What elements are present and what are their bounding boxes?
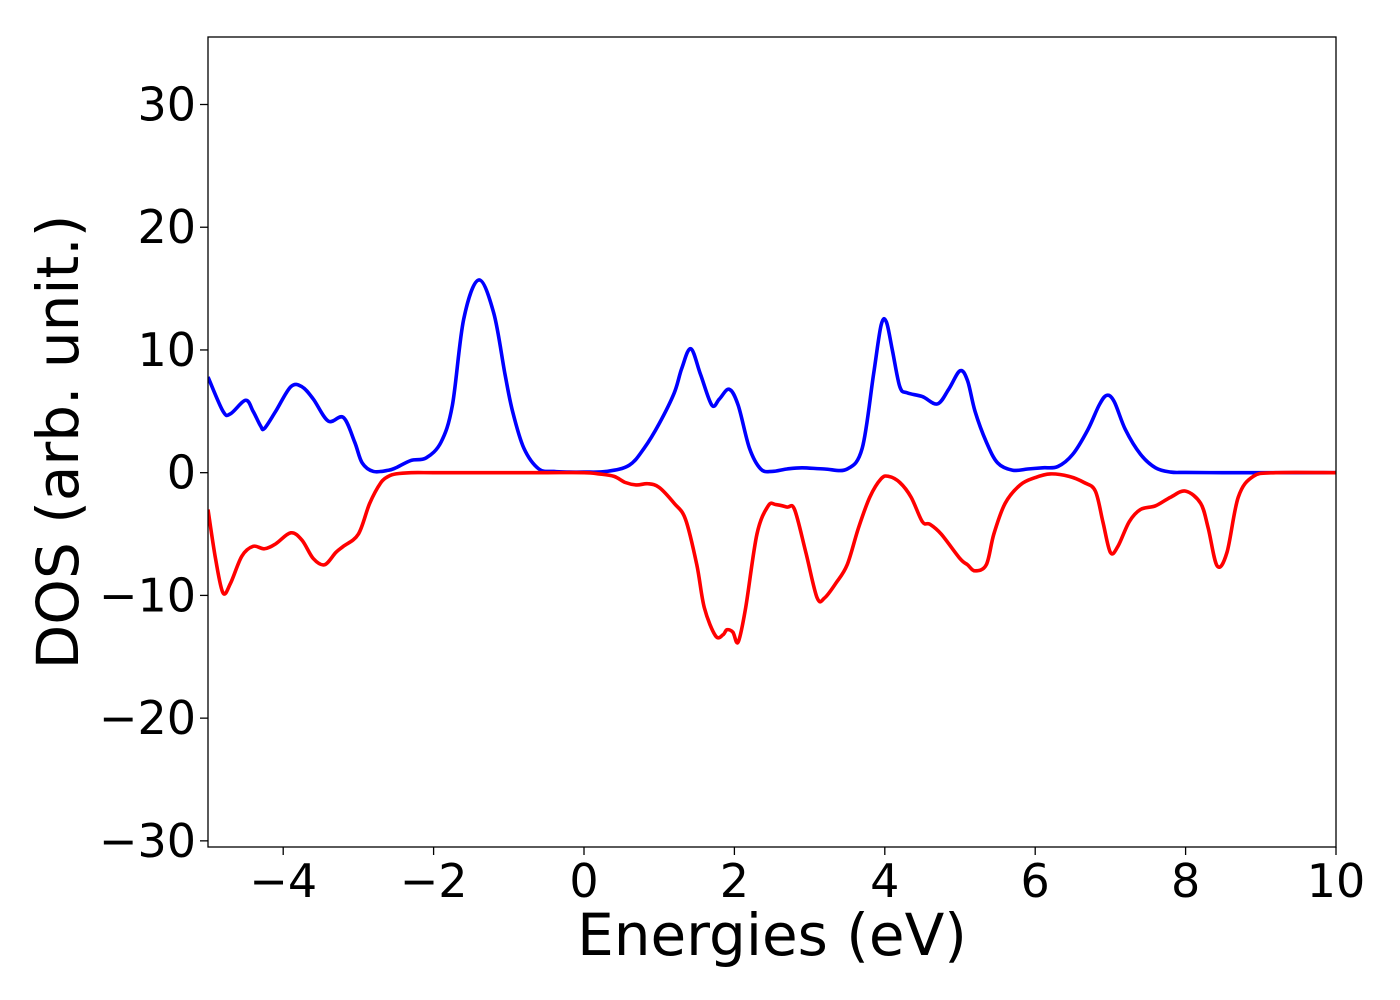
plot-frame bbox=[207, 36, 1337, 848]
y-tick-label: 20 bbox=[137, 200, 196, 254]
series-layer bbox=[208, 278, 1336, 645]
x-tick-label: −4 bbox=[249, 854, 317, 908]
x-tick-label: 8 bbox=[1171, 854, 1200, 908]
x-axis-label: Energies (eV) bbox=[577, 901, 967, 969]
plot-background bbox=[208, 37, 1336, 847]
y-tick-label: 30 bbox=[137, 78, 196, 132]
y-tick-label: 0 bbox=[167, 446, 196, 500]
y-tick-label: 10 bbox=[137, 323, 196, 377]
x-tick-label: 4 bbox=[870, 854, 899, 908]
x-axis-ticks: −4 −2 0 2 4 6 8 10 bbox=[249, 847, 1365, 908]
x-tick-label: 10 bbox=[1307, 854, 1366, 908]
y-axis-label: DOS (arb. unit.) bbox=[24, 215, 92, 670]
series-line-up-spin bbox=[208, 278, 1336, 475]
x-tick-label: 2 bbox=[720, 854, 749, 908]
x-tick-label: 0 bbox=[569, 854, 598, 908]
y-tick-label: −30 bbox=[99, 814, 196, 868]
y-axis-ticks: −30 −20 −10 0 10 20 30 bbox=[99, 78, 208, 868]
x-tick-label: 6 bbox=[1021, 854, 1050, 908]
y-tick-label: −20 bbox=[99, 691, 196, 745]
series-line-down-spin bbox=[208, 470, 1336, 645]
x-tick-label: −2 bbox=[400, 854, 468, 908]
y-tick-label: −10 bbox=[99, 568, 196, 622]
